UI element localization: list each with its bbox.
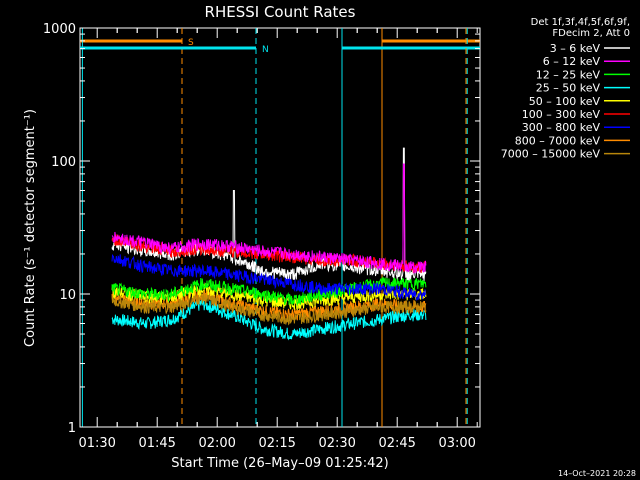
x-tick-label: 02:45 (378, 436, 415, 451)
x-tick-label: 03:00 (438, 436, 475, 451)
x-tick-label: 02:30 (318, 436, 355, 451)
legend-entry: 300 – 800 keV (522, 121, 601, 134)
legend-entry: 100 – 300 keV (522, 108, 601, 121)
series-line (111, 147, 427, 281)
series-line (111, 291, 427, 326)
legend-entry: 25 – 50 keV (536, 82, 601, 95)
x-axis-label: Start Time (26–May–09 01:25:42) (171, 456, 388, 471)
y-tick-label: 10 (59, 288, 76, 303)
x-tick-label: 01:30 (78, 436, 115, 451)
legend-entry: 12 – 25 keV (536, 68, 601, 81)
legend-entry: 50 – 100 keV (529, 95, 601, 108)
y-tick-label: 1 (68, 421, 76, 436)
legend-entry: 3 – 6 keV (550, 42, 601, 55)
marker-label-n: N (262, 45, 269, 55)
legend-header: FDecim 2, Att 0 (552, 28, 630, 39)
chart-title: RHESSI Count Rates (205, 3, 356, 21)
series-line (111, 276, 427, 307)
y-tick-label: 100 (51, 155, 76, 170)
series-line (111, 163, 427, 274)
legend-entry: 7000 – 15000 keV (501, 148, 601, 161)
legend-header: Det 1f,3f,4f,5f,6f,9f, (531, 17, 630, 28)
legend-entry: 6 – 12 keV (543, 55, 601, 68)
marker-label-s: S (188, 38, 194, 48)
y-axis-label: Count Rate (s⁻¹ detector segment⁻¹) (23, 109, 38, 347)
y-tick-label: 1000 (43, 22, 76, 37)
x-tick-label: 01:45 (138, 436, 175, 451)
series-line (111, 298, 427, 341)
plot-frame (79, 27, 481, 428)
date-stamp: 14–Oct–2021 20:28 (558, 469, 636, 478)
x-tick-label: 02:00 (198, 436, 235, 451)
legend-entry: 800 – 7000 keV (515, 134, 601, 147)
x-tick-label: 02:15 (258, 436, 295, 451)
